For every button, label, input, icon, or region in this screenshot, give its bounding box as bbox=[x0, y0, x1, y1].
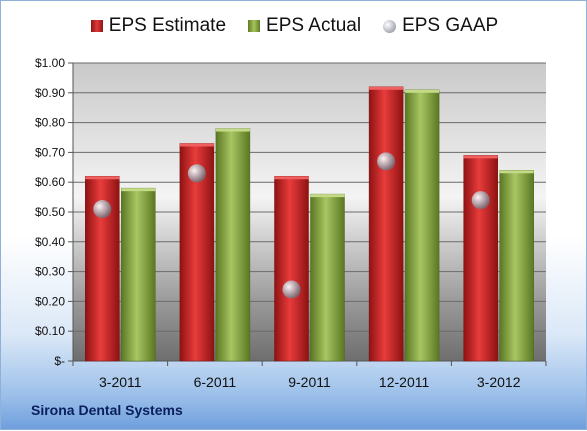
legend-label-gaap: EPS GAAP bbox=[402, 15, 499, 36]
legend-label-actual: EPS Actual bbox=[266, 15, 362, 36]
legend-item-actual: EPS Actual bbox=[248, 15, 361, 37]
marker-eps-gaap bbox=[187, 164, 206, 183]
legend-item-estimate: EPS Estimate bbox=[90, 15, 227, 37]
estimate-swatch-icon bbox=[90, 20, 103, 32]
actual-swatch-icon bbox=[248, 20, 261, 32]
bar-eps-actual-cap bbox=[215, 128, 250, 132]
bar-eps-estimate bbox=[368, 86, 404, 362]
x-tick-label: 3-2011 bbox=[99, 374, 142, 390]
bar-eps-actual-cap bbox=[121, 188, 156, 192]
bar-eps-estimate-cap bbox=[274, 176, 309, 180]
bar-eps-actual bbox=[310, 193, 345, 362]
y-tick-label: $0.90 bbox=[35, 86, 65, 100]
bar-eps-actual bbox=[404, 89, 440, 362]
gaap-marker-icon bbox=[383, 19, 397, 33]
marker-eps-gaap bbox=[471, 191, 490, 210]
bar-eps-estimate-cap bbox=[179, 143, 214, 147]
bar-eps-actual-cap bbox=[310, 194, 345, 198]
y-tick-label: $0.60 bbox=[35, 175, 65, 189]
bar-eps-estimate-cap bbox=[463, 155, 498, 159]
bar-eps-estimate bbox=[463, 155, 498, 362]
bar-eps-actual-cap bbox=[405, 89, 440, 93]
bar-eps-actual-cap bbox=[499, 170, 534, 174]
legend: EPS Estimate EPS Actual EPS GAAP bbox=[1, 15, 587, 37]
bar-eps-estimate-cap bbox=[85, 176, 120, 180]
y-tick-label: $0.70 bbox=[35, 145, 65, 159]
x-tick-label: 9-2011 bbox=[288, 374, 331, 390]
bar-eps-actual bbox=[121, 187, 156, 362]
marker-eps-gaap bbox=[282, 280, 301, 299]
marker-eps-gaap bbox=[93, 200, 112, 219]
y-tick-label: $0.20 bbox=[35, 294, 65, 308]
y-tick-label: $- bbox=[54, 354, 65, 368]
bar-eps-estimate bbox=[274, 175, 309, 362]
y-tick-label: $1.00 bbox=[35, 56, 65, 70]
bar-eps-actual bbox=[215, 128, 251, 362]
bar-eps-actual bbox=[499, 170, 534, 362]
company-name: Sirona Dental Systems bbox=[31, 402, 183, 418]
marker-eps-gaap bbox=[377, 152, 396, 171]
y-tick-label: $0.10 bbox=[35, 324, 65, 338]
legend-item-gaap: EPS GAAP bbox=[383, 15, 498, 37]
y-tick-label: $0.80 bbox=[35, 116, 65, 130]
y-tick-label: $0.50 bbox=[35, 205, 65, 219]
x-tick-label: 6-2011 bbox=[194, 374, 237, 390]
y-tick-label: $0.30 bbox=[35, 265, 65, 279]
y-tick-label: $0.40 bbox=[35, 235, 65, 249]
x-tick-label: 3-2012 bbox=[477, 374, 521, 390]
bar-eps-estimate-cap bbox=[369, 86, 404, 90]
legend-label-estimate: EPS Estimate bbox=[108, 15, 227, 36]
x-tick-label: 12-2011 bbox=[379, 374, 430, 390]
